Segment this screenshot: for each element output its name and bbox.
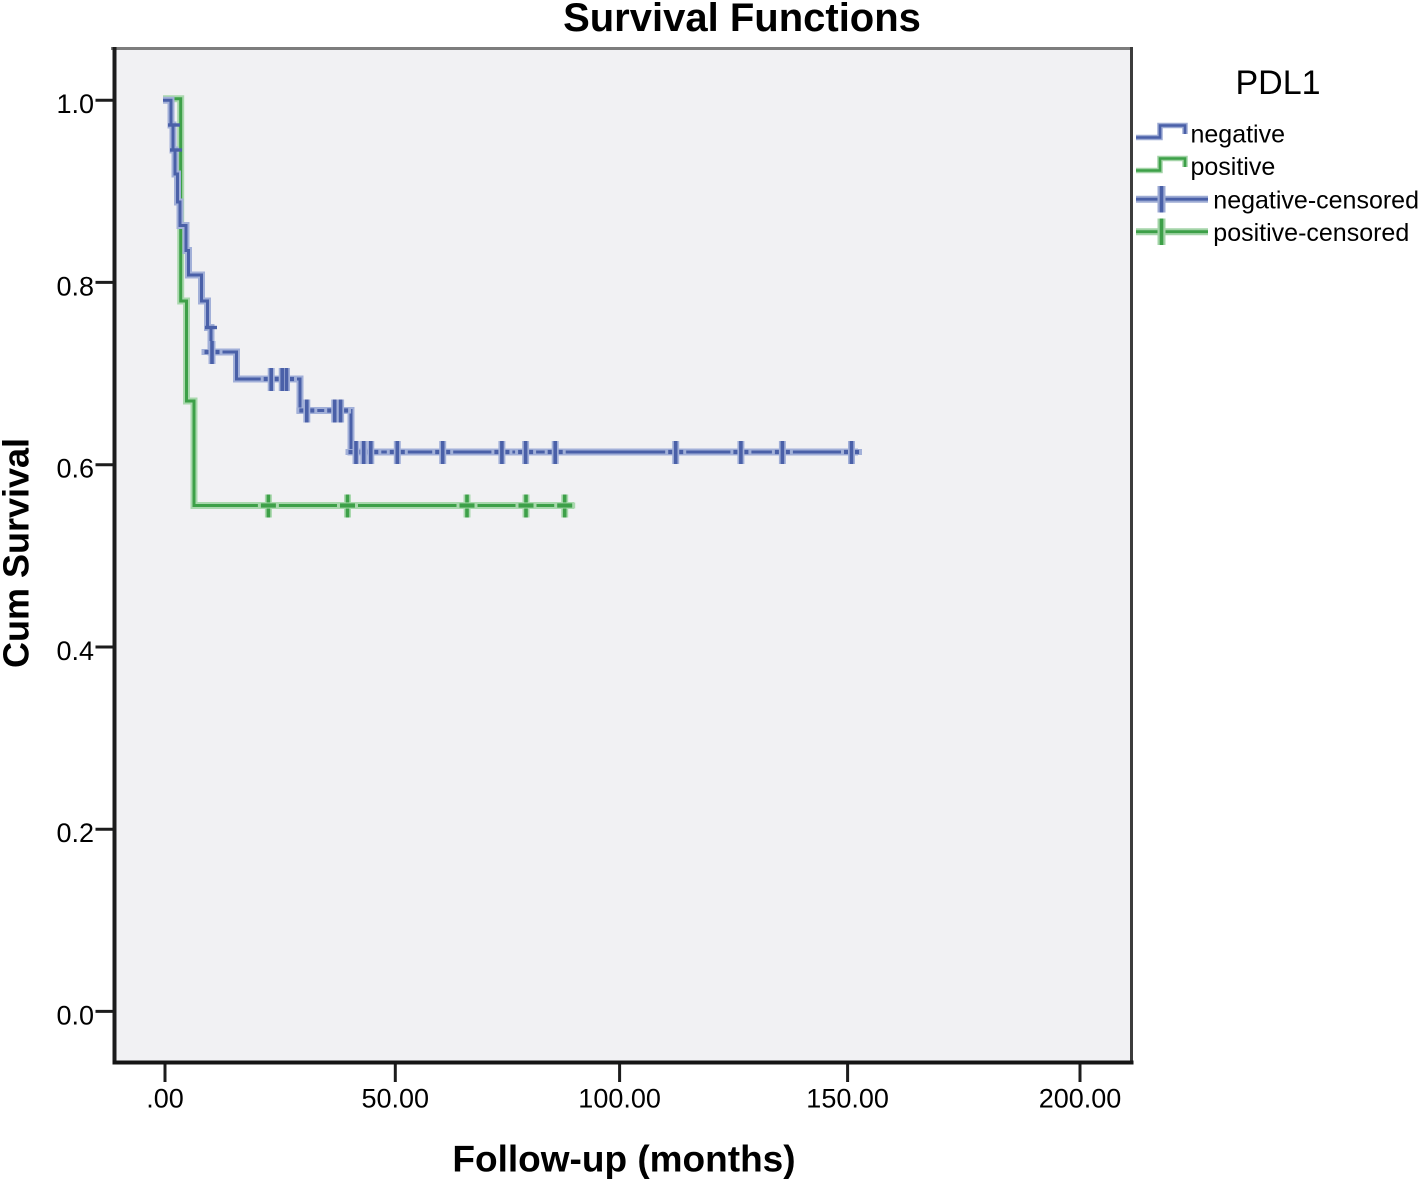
svg-text:Follow-up (months): Follow-up (months) (452, 1139, 795, 1179)
svg-text:Cum Survival: Cum Survival (0, 438, 37, 668)
svg-text:.00: .00 (146, 1084, 184, 1114)
svg-text:0.4: 0.4 (56, 636, 94, 666)
svg-text:0.8: 0.8 (56, 271, 94, 301)
svg-text:0.0: 0.0 (56, 1000, 94, 1030)
svg-text:0.6: 0.6 (56, 454, 94, 484)
svg-text:positive-censored: positive-censored (1213, 219, 1409, 247)
svg-text:Survival Functions: Survival Functions (563, 0, 921, 40)
svg-text:positive: positive (1191, 153, 1276, 181)
svg-text:50.00: 50.00 (362, 1084, 430, 1114)
svg-text:PDL1: PDL1 (1235, 64, 1320, 102)
svg-text:negative: negative (1191, 120, 1286, 148)
svg-text:150.00: 150.00 (806, 1084, 889, 1114)
svg-text:negative-censored: negative-censored (1213, 186, 1418, 214)
svg-text:0.2: 0.2 (56, 818, 94, 848)
svg-text:100.00: 100.00 (578, 1084, 661, 1114)
svg-text:200.00: 200.00 (1039, 1084, 1122, 1114)
svg-text:1.0: 1.0 (56, 89, 94, 119)
